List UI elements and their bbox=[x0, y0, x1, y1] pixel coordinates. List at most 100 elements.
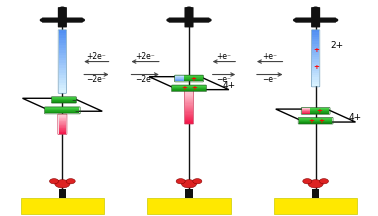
Bar bbox=[59, 122, 66, 123]
Bar bbox=[308, 110, 329, 111]
Ellipse shape bbox=[332, 18, 338, 22]
Bar bbox=[45, 108, 79, 109]
Text: +: + bbox=[181, 85, 187, 91]
Bar bbox=[299, 123, 332, 124]
Bar bbox=[185, 102, 193, 103]
Bar bbox=[312, 41, 319, 44]
Bar bbox=[185, 95, 193, 97]
Bar bbox=[312, 55, 319, 57]
Ellipse shape bbox=[176, 179, 185, 184]
Bar bbox=[52, 100, 76, 101]
Bar bbox=[59, 131, 66, 132]
Bar bbox=[185, 122, 193, 124]
Ellipse shape bbox=[59, 6, 66, 11]
Text: −e⁻: −e⁻ bbox=[217, 75, 231, 84]
Bar bbox=[185, 90, 193, 91]
Bar bbox=[182, 80, 203, 81]
Bar bbox=[175, 78, 184, 79]
Bar bbox=[59, 125, 66, 126]
Bar bbox=[172, 89, 206, 90]
Bar bbox=[59, 131, 66, 132]
Bar bbox=[299, 118, 332, 119]
Text: +e⁻: +e⁻ bbox=[217, 52, 231, 61]
Bar bbox=[59, 65, 66, 68]
Bar bbox=[312, 50, 319, 53]
Bar bbox=[45, 107, 79, 108]
Bar bbox=[175, 76, 184, 77]
FancyBboxPatch shape bbox=[274, 198, 357, 214]
FancyBboxPatch shape bbox=[311, 7, 320, 27]
Bar bbox=[312, 59, 319, 62]
Bar bbox=[312, 75, 319, 77]
Bar bbox=[59, 78, 66, 80]
Bar bbox=[308, 108, 329, 109]
Bar bbox=[308, 112, 329, 113]
FancyBboxPatch shape bbox=[147, 198, 231, 214]
Bar bbox=[312, 57, 319, 59]
Bar bbox=[59, 73, 66, 75]
Bar bbox=[59, 114, 66, 115]
Bar bbox=[172, 87, 206, 88]
Bar bbox=[45, 111, 79, 112]
Bar bbox=[172, 87, 206, 88]
Bar bbox=[59, 88, 66, 90]
Ellipse shape bbox=[79, 18, 85, 22]
Ellipse shape bbox=[181, 180, 197, 188]
Bar bbox=[185, 121, 193, 122]
Bar bbox=[59, 124, 66, 125]
Bar bbox=[312, 39, 319, 41]
Bar bbox=[59, 133, 66, 134]
Bar bbox=[59, 70, 66, 73]
Text: +: + bbox=[308, 118, 314, 124]
Bar bbox=[185, 113, 193, 115]
Bar bbox=[59, 132, 66, 133]
Bar bbox=[59, 63, 66, 65]
Bar bbox=[302, 110, 310, 111]
Bar bbox=[185, 103, 193, 105]
Bar bbox=[175, 78, 184, 79]
Bar bbox=[312, 82, 319, 84]
Ellipse shape bbox=[206, 18, 212, 22]
Bar bbox=[312, 68, 319, 71]
Ellipse shape bbox=[186, 6, 192, 11]
Bar bbox=[185, 99, 193, 100]
Bar bbox=[59, 127, 66, 129]
Bar bbox=[302, 109, 310, 110]
Bar bbox=[302, 108, 310, 109]
Bar bbox=[59, 43, 66, 45]
Bar bbox=[308, 109, 329, 110]
FancyBboxPatch shape bbox=[169, 17, 209, 23]
Bar bbox=[185, 101, 193, 102]
FancyBboxPatch shape bbox=[184, 7, 194, 27]
Bar bbox=[59, 189, 66, 198]
Ellipse shape bbox=[55, 180, 70, 188]
Bar bbox=[59, 75, 66, 78]
Ellipse shape bbox=[308, 180, 323, 188]
Bar bbox=[59, 85, 66, 88]
Bar bbox=[59, 119, 66, 120]
Bar bbox=[52, 98, 76, 99]
Bar bbox=[185, 94, 193, 96]
Bar bbox=[185, 118, 193, 119]
Bar bbox=[59, 35, 66, 38]
Bar bbox=[312, 70, 319, 73]
Bar bbox=[172, 88, 206, 89]
Bar bbox=[185, 116, 193, 117]
Bar bbox=[308, 108, 329, 109]
Bar bbox=[172, 90, 206, 91]
Bar bbox=[45, 109, 79, 110]
Bar bbox=[175, 76, 184, 77]
Text: +: + bbox=[190, 76, 196, 81]
Bar bbox=[59, 45, 66, 48]
Bar bbox=[45, 110, 79, 111]
Bar bbox=[308, 113, 329, 114]
Bar bbox=[185, 108, 193, 109]
Ellipse shape bbox=[312, 6, 319, 11]
Bar bbox=[175, 79, 184, 80]
Bar bbox=[45, 112, 79, 113]
Text: 4+: 4+ bbox=[222, 81, 235, 90]
Bar bbox=[59, 128, 66, 129]
Bar bbox=[172, 86, 206, 87]
Bar bbox=[59, 55, 66, 58]
Bar bbox=[59, 68, 66, 70]
